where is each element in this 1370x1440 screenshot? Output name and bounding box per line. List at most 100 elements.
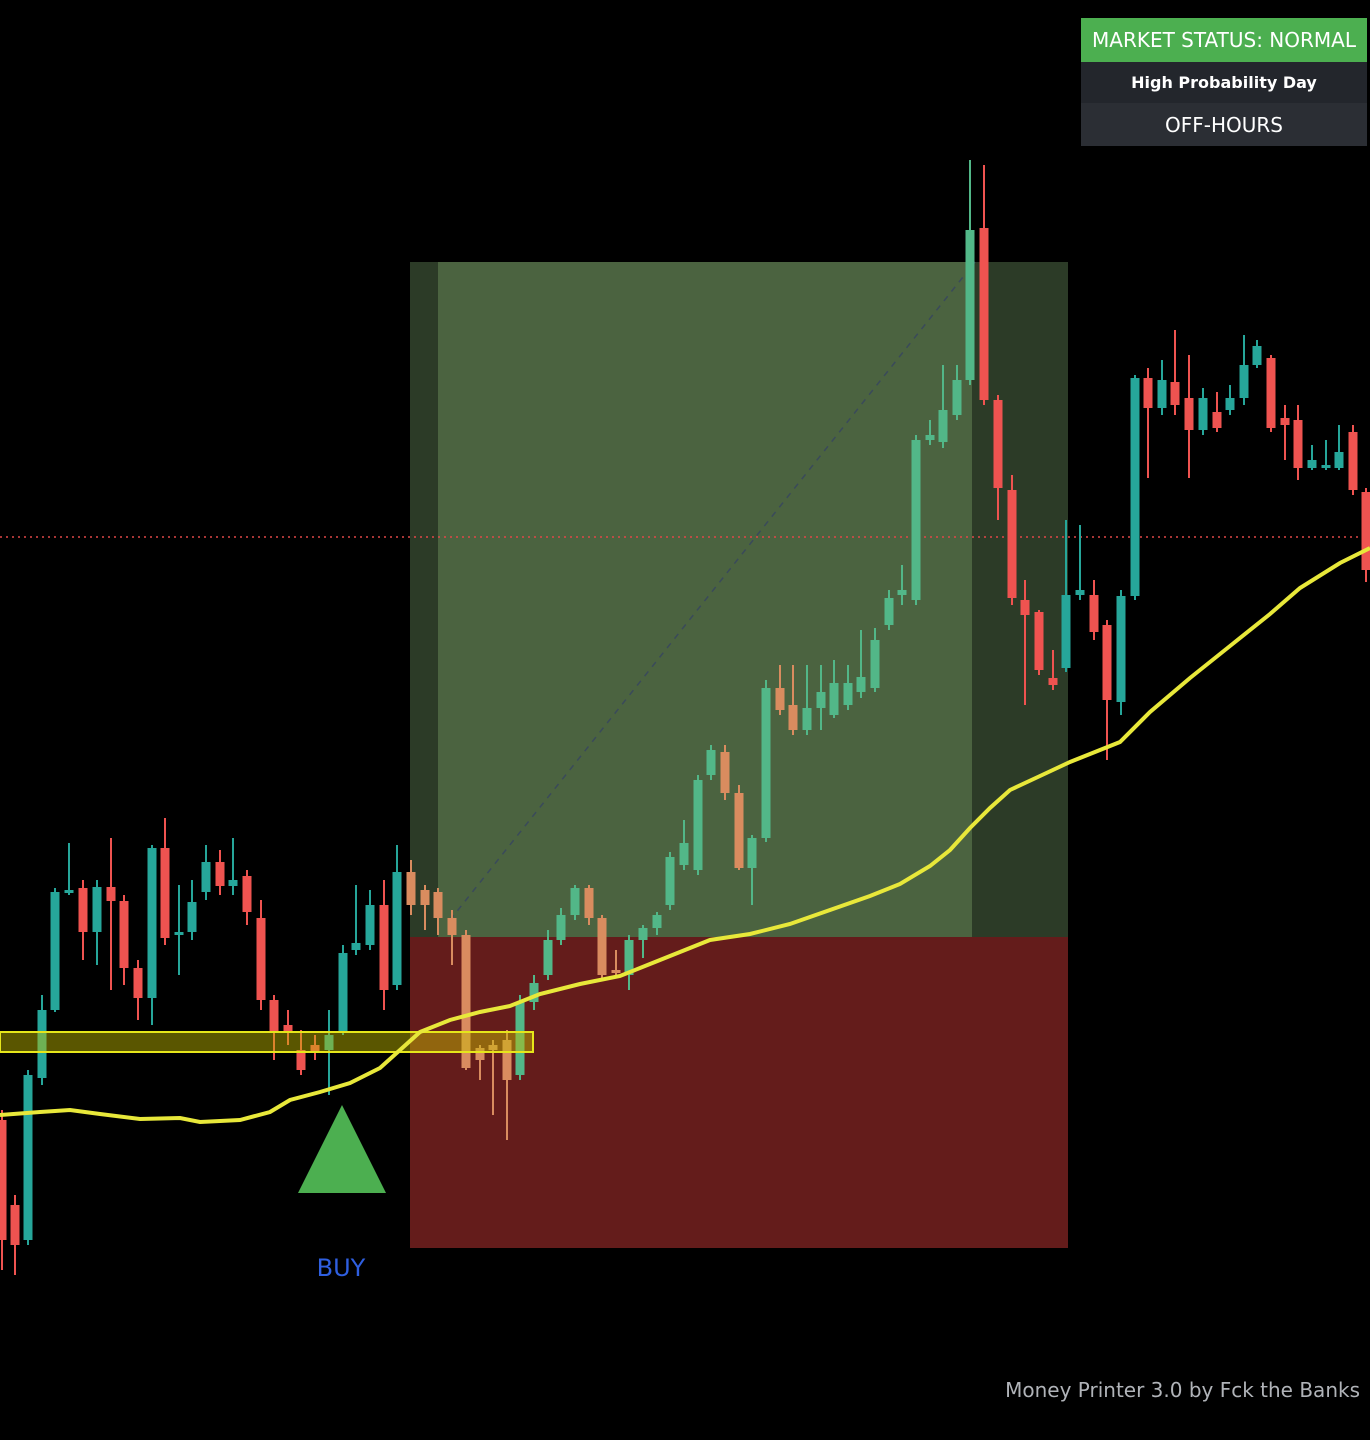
candle-body bbox=[324, 1035, 334, 1050]
candle-body bbox=[78, 888, 88, 932]
candle-body bbox=[447, 918, 457, 935]
status-header: MARKET STATUS: NORMAL bbox=[1081, 18, 1367, 62]
candle-body bbox=[679, 843, 689, 865]
candle-body bbox=[1361, 492, 1370, 570]
candle-body bbox=[92, 887, 102, 932]
support-zone bbox=[0, 1031, 534, 1053]
candle-body bbox=[1020, 600, 1030, 615]
candle-body bbox=[720, 752, 730, 793]
loss-zone bbox=[410, 937, 1068, 1248]
candle-body bbox=[433, 892, 443, 918]
candle-body bbox=[1130, 378, 1140, 596]
candle-body bbox=[283, 1025, 293, 1032]
profit-zone-edge bbox=[410, 262, 438, 937]
candle-body bbox=[1089, 595, 1099, 632]
candle-body bbox=[379, 905, 389, 990]
candle-body bbox=[1307, 460, 1317, 468]
candle-body bbox=[543, 940, 553, 975]
candle-body bbox=[938, 410, 948, 442]
candle-body bbox=[925, 435, 935, 440]
candle-body bbox=[652, 915, 662, 928]
candle-body bbox=[1321, 465, 1331, 468]
candle-body bbox=[897, 590, 907, 595]
buy-label: BUY bbox=[316, 1254, 366, 1282]
candle-body bbox=[147, 848, 157, 998]
trade-line bbox=[449, 261, 976, 921]
candle-body bbox=[133, 968, 143, 998]
candle-body bbox=[10, 1205, 20, 1245]
candle-body bbox=[515, 1002, 525, 1075]
candle-body bbox=[556, 915, 566, 940]
candle-body bbox=[119, 901, 129, 968]
candle-body bbox=[965, 230, 975, 380]
candle-body bbox=[706, 750, 716, 775]
candle-body bbox=[351, 943, 361, 950]
candle-body bbox=[1198, 398, 1208, 430]
candle-body bbox=[775, 688, 785, 710]
candle-body bbox=[993, 400, 1003, 488]
candle-body bbox=[802, 708, 812, 730]
candle-body bbox=[365, 905, 375, 945]
candle-body bbox=[1034, 612, 1044, 670]
status-subheader: High Probability Day bbox=[1081, 62, 1367, 103]
candle-body bbox=[597, 918, 607, 975]
candle-body bbox=[338, 953, 348, 1032]
candle-body bbox=[160, 848, 170, 938]
candle-body bbox=[502, 1040, 512, 1080]
candle-body bbox=[1280, 418, 1290, 425]
candle-body bbox=[816, 692, 826, 708]
candle-body bbox=[242, 876, 252, 912]
candle-body bbox=[693, 780, 703, 870]
candle-body bbox=[734, 793, 744, 868]
candle-body bbox=[952, 380, 962, 415]
session-status: OFF-HOURS bbox=[1081, 103, 1367, 146]
candle-body bbox=[870, 640, 880, 688]
candle-body bbox=[843, 683, 853, 705]
candle-body bbox=[761, 688, 771, 838]
candle-body bbox=[1116, 596, 1126, 702]
candle-body bbox=[529, 983, 539, 1002]
candle-body bbox=[187, 902, 197, 932]
candle-body bbox=[106, 887, 116, 901]
watermark: Money Printer 3.0 by Fck the Banks bbox=[1005, 1378, 1360, 1402]
candle-body bbox=[256, 918, 266, 1000]
candle-body bbox=[201, 862, 211, 892]
candle-body bbox=[1252, 346, 1262, 365]
candle-body bbox=[0, 1120, 7, 1240]
candle-body bbox=[829, 683, 839, 715]
candle-body bbox=[1170, 382, 1180, 405]
candle-body bbox=[37, 1010, 47, 1078]
candle-body bbox=[420, 890, 430, 905]
candle-body bbox=[911, 440, 921, 600]
candle-body bbox=[1184, 398, 1194, 430]
moving-average bbox=[0, 546, 1370, 1125]
candle-body bbox=[296, 1050, 306, 1070]
candle-body bbox=[392, 872, 402, 985]
candle-body bbox=[665, 857, 675, 905]
candle-body bbox=[50, 892, 60, 1010]
candle-body bbox=[475, 1048, 485, 1060]
candle-body bbox=[624, 940, 634, 975]
candle-body bbox=[1061, 595, 1071, 668]
candle-body bbox=[1143, 378, 1153, 408]
candle-body bbox=[979, 228, 989, 400]
candle-body bbox=[1334, 452, 1344, 468]
candle-body bbox=[856, 677, 866, 692]
candle-body bbox=[269, 1000, 279, 1032]
candle-body bbox=[488, 1045, 498, 1050]
candle-body bbox=[638, 928, 648, 940]
candle-body bbox=[1293, 420, 1303, 468]
candle-body bbox=[215, 862, 225, 886]
candle-body bbox=[64, 890, 74, 893]
candle-body bbox=[406, 872, 416, 905]
candle-body bbox=[461, 935, 471, 1068]
candles bbox=[0, 160, 1370, 1275]
candle-body bbox=[1007, 490, 1017, 598]
candle-body bbox=[584, 888, 594, 918]
candle-body bbox=[1212, 412, 1222, 428]
candle-body bbox=[1225, 398, 1235, 410]
candle-body bbox=[174, 932, 184, 935]
candle-body bbox=[788, 705, 798, 730]
